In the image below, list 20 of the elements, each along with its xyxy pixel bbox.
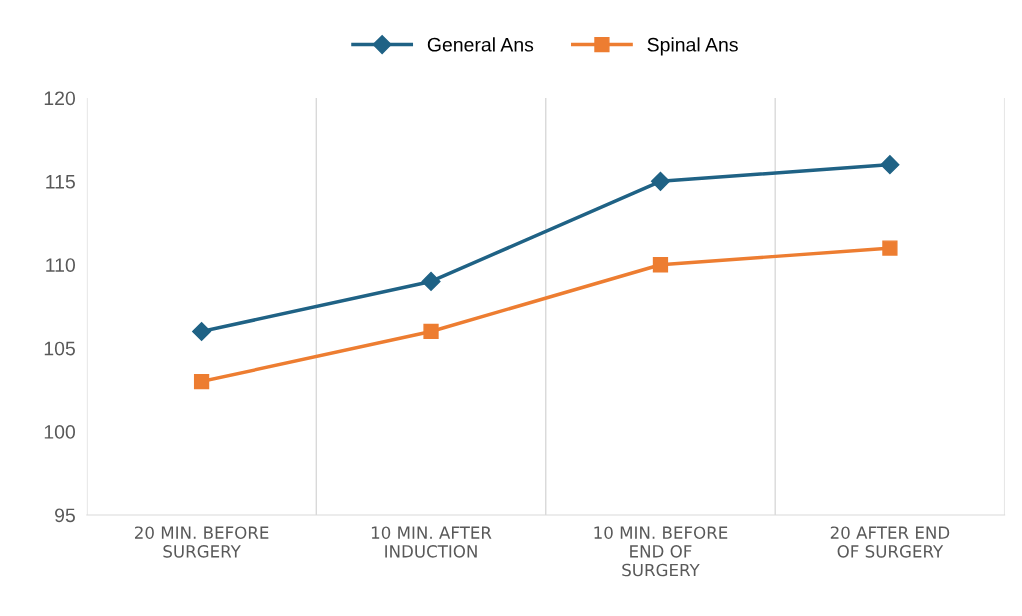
x-tick-label: 20 AFTER END OF SURGERY — [830, 526, 950, 558]
y-tick-label: 110 — [46, 258, 75, 272]
point — [421, 271, 441, 291]
point — [652, 257, 669, 273]
point — [882, 240, 898, 256]
y-tick-label: 115 — [46, 175, 75, 189]
legend-label: General Ans — [427, 37, 534, 52]
point — [192, 321, 212, 342]
point — [650, 171, 671, 191]
y-tick-label: 95 — [55, 508, 75, 523]
x-tick-label: 20 MIN. BEFORE SURGERY — [134, 526, 269, 558]
x-tick-label: 10 MIN. BEFORE END OF SURGERY — [594, 526, 728, 577]
legend-label: Spinal Ans — [647, 37, 738, 56]
y-tick-label: 120 — [44, 91, 75, 106]
y-tick-label: 100 — [44, 425, 75, 439]
x-tick-label: 10 MIN. AFTER INDUCTION — [371, 526, 492, 558]
point — [423, 323, 439, 340]
point — [880, 155, 900, 175]
point — [193, 373, 210, 390]
y-tick-label: 105 — [44, 341, 75, 356]
